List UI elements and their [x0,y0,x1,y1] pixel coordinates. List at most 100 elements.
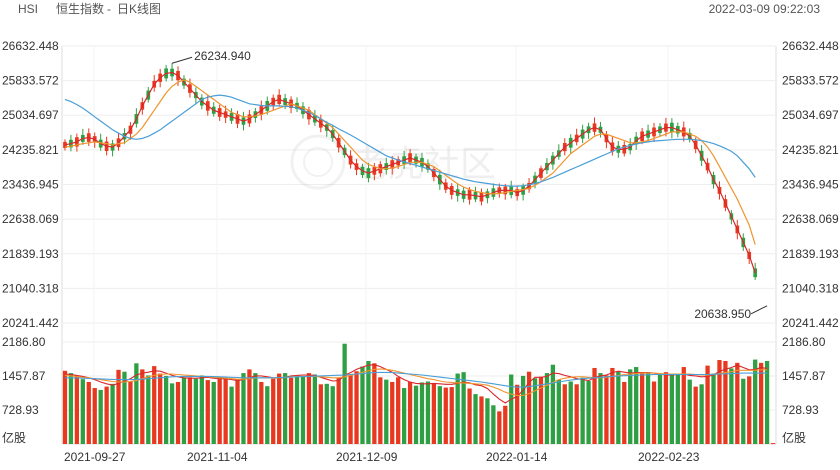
price-tick-label-left: 26632.448 [2,39,59,53]
volume-bar [449,387,454,444]
candle [485,188,490,204]
volume-bar [431,383,437,444]
volume-bar [62,370,68,444]
volume-bar [699,384,704,444]
volume-bar [562,384,567,444]
volume-bar [122,371,127,444]
price-tick-label-left: 23436.945 [2,178,59,192]
candle [80,128,85,145]
volume-bar [384,379,389,444]
volume-bar [485,398,490,444]
volume-bar [86,381,91,444]
volume-unit-right: 亿股 [782,430,806,445]
volume-bar [544,373,550,444]
volume-bar [407,381,413,444]
volume-ma10-line [64,368,768,397]
volume-bar [574,384,579,444]
volume-bar [342,343,347,444]
volume-bar [104,386,109,444]
price-tick-label-right: 25034.697 [782,108,839,122]
date-label: 2022-01-14 [486,450,548,464]
volume-bar [98,389,103,444]
volume-tick-label-right: 1457.87 [782,369,826,383]
volume-bar [354,371,359,444]
price-tick-label-left: 21839.193 [2,247,59,261]
volume-bar [199,375,204,444]
volume-bar [604,375,609,444]
price-tick-label-left: 22638.069 [2,212,59,226]
volume-bar [467,388,472,444]
volume-bar [390,381,395,444]
date-label: 2022-02-23 [638,450,700,464]
volume-bar [116,369,121,444]
volume-bar [336,377,341,444]
volume-bar [556,379,561,444]
candle [473,186,478,203]
volume-bar [74,375,80,444]
tiger-logo-icon [290,134,346,190]
volume-bar [515,384,520,444]
volume-bar [92,388,97,444]
volume-bar [205,380,210,444]
volume-bar [187,377,193,444]
low-marker-line [750,305,768,315]
volume-bar [634,367,639,444]
volume-bar [306,373,312,444]
candle [592,117,597,136]
volume-bar [169,383,175,444]
volume-bar [550,364,556,444]
volume-tick-label-right: 2186.80 [782,335,826,349]
period-label: 日K线图 [117,2,162,16]
candle [295,97,299,113]
volume-bar [532,378,538,444]
candle [509,180,514,199]
volume-bar [294,375,300,444]
volume-bar [723,360,728,444]
volume-bar [396,377,401,444]
volume-bar [592,367,597,444]
volume-tick-label-left: 1457.87 [2,369,46,383]
volume-bar [300,376,306,444]
price-tick-label-right: 21040.318 [782,281,839,295]
price-ma10-line [64,79,756,245]
volume-bar [217,376,222,444]
volume-bar [110,383,115,444]
index-name: 恒生指数 [56,2,105,16]
volume-bar [645,372,651,444]
volume-bar [663,372,669,444]
volume-bar [598,373,603,444]
volume-bar [163,375,169,444]
symbol-label: HSI [18,2,39,16]
volume-bar [140,369,145,444]
candle [63,139,67,151]
low-marker-label: 20638.950 [694,307,751,321]
volume-bar [705,365,710,444]
candle [170,62,174,81]
volume-bar [616,371,621,444]
volume-bar [628,369,633,444]
price-tick-label-right: 26632.448 [782,39,839,53]
price-plot [63,62,758,280]
volume-bar [330,386,335,444]
candle-body [63,141,67,148]
volume-bar [348,374,353,444]
volume-bar [717,360,722,444]
volume-bar [497,411,502,444]
volume-bar [520,375,526,444]
volume-ma20-line [65,371,768,388]
volume-bar [175,381,181,444]
volume-bar [693,386,698,444]
volume-bar [770,443,776,445]
volume-bar [360,366,365,444]
volume-bar [288,377,294,444]
price-tick-label-left: 24235.821 [2,143,59,157]
volume-bar [68,373,74,444]
volume-bar [711,373,716,444]
volume-bar [580,377,585,444]
grid [61,45,777,445]
volume-bar [181,377,187,444]
volume-tick-label-left: 728.93 [2,403,39,417]
high-marker-line [171,56,193,64]
volume-bar [312,374,318,444]
